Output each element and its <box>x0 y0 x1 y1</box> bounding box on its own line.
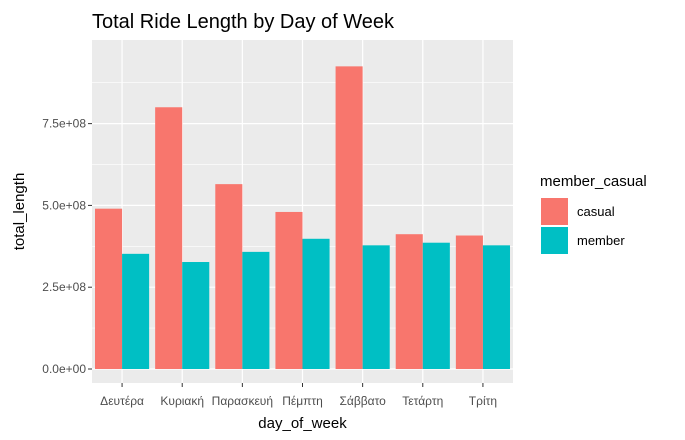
bar-member <box>182 262 210 369</box>
y-tick-label: 7.5e+08 <box>42 117 86 131</box>
y-axis-label: total_length <box>11 173 28 251</box>
x-tick-label: Δευτέρα <box>100 394 144 408</box>
bar-member <box>362 245 390 369</box>
x-tick-label: Τετάρτη <box>402 394 443 408</box>
bar-member <box>302 238 330 369</box>
bar-casual <box>155 107 183 369</box>
y-tick-label: 2.5e+08 <box>42 280 86 294</box>
chart-title: Total Ride Length by Day of Week <box>92 11 395 33</box>
legend-title: member_casual <box>540 173 647 190</box>
legend-swatch-casual <box>541 198 568 225</box>
x-tick-label: Παρασκευή <box>212 394 273 408</box>
y-axis-ticks: 0.0e+00 2.5e+08 5.0e+08 7.5e+08 <box>42 117 92 376</box>
x-tick-label: Πέμπτη <box>282 394 323 408</box>
legend: member_casual casual member <box>540 173 647 254</box>
legend-swatch-member <box>541 227 568 254</box>
bar-member <box>242 251 270 369</box>
bar-casual <box>395 234 423 369</box>
bar-casual <box>335 66 363 369</box>
bars <box>95 66 510 369</box>
bar-member <box>422 242 450 369</box>
legend-label-member: member <box>577 233 625 248</box>
bar-casual <box>95 208 123 369</box>
bar-member <box>122 253 150 369</box>
bar-casual <box>275 211 303 369</box>
y-tick-label: 5.0e+08 <box>42 198 86 212</box>
bar-member <box>482 245 510 369</box>
x-axis-ticks: Δευτέρα Κυριακή Παρασκευή Πέμπτη Σάββατο Τετά… <box>100 383 497 408</box>
legend-label-casual: casual <box>577 204 615 219</box>
x-tick-label: Σάββατο <box>339 394 386 408</box>
bar-casual <box>215 184 243 369</box>
x-tick-label: Τρίτη <box>469 394 497 408</box>
y-tick-label: 0.0e+00 <box>42 362 86 376</box>
x-tick-label: Κυριακή <box>160 394 204 408</box>
bar-casual <box>455 235 483 369</box>
x-axis-label: day_of_week <box>258 415 347 432</box>
